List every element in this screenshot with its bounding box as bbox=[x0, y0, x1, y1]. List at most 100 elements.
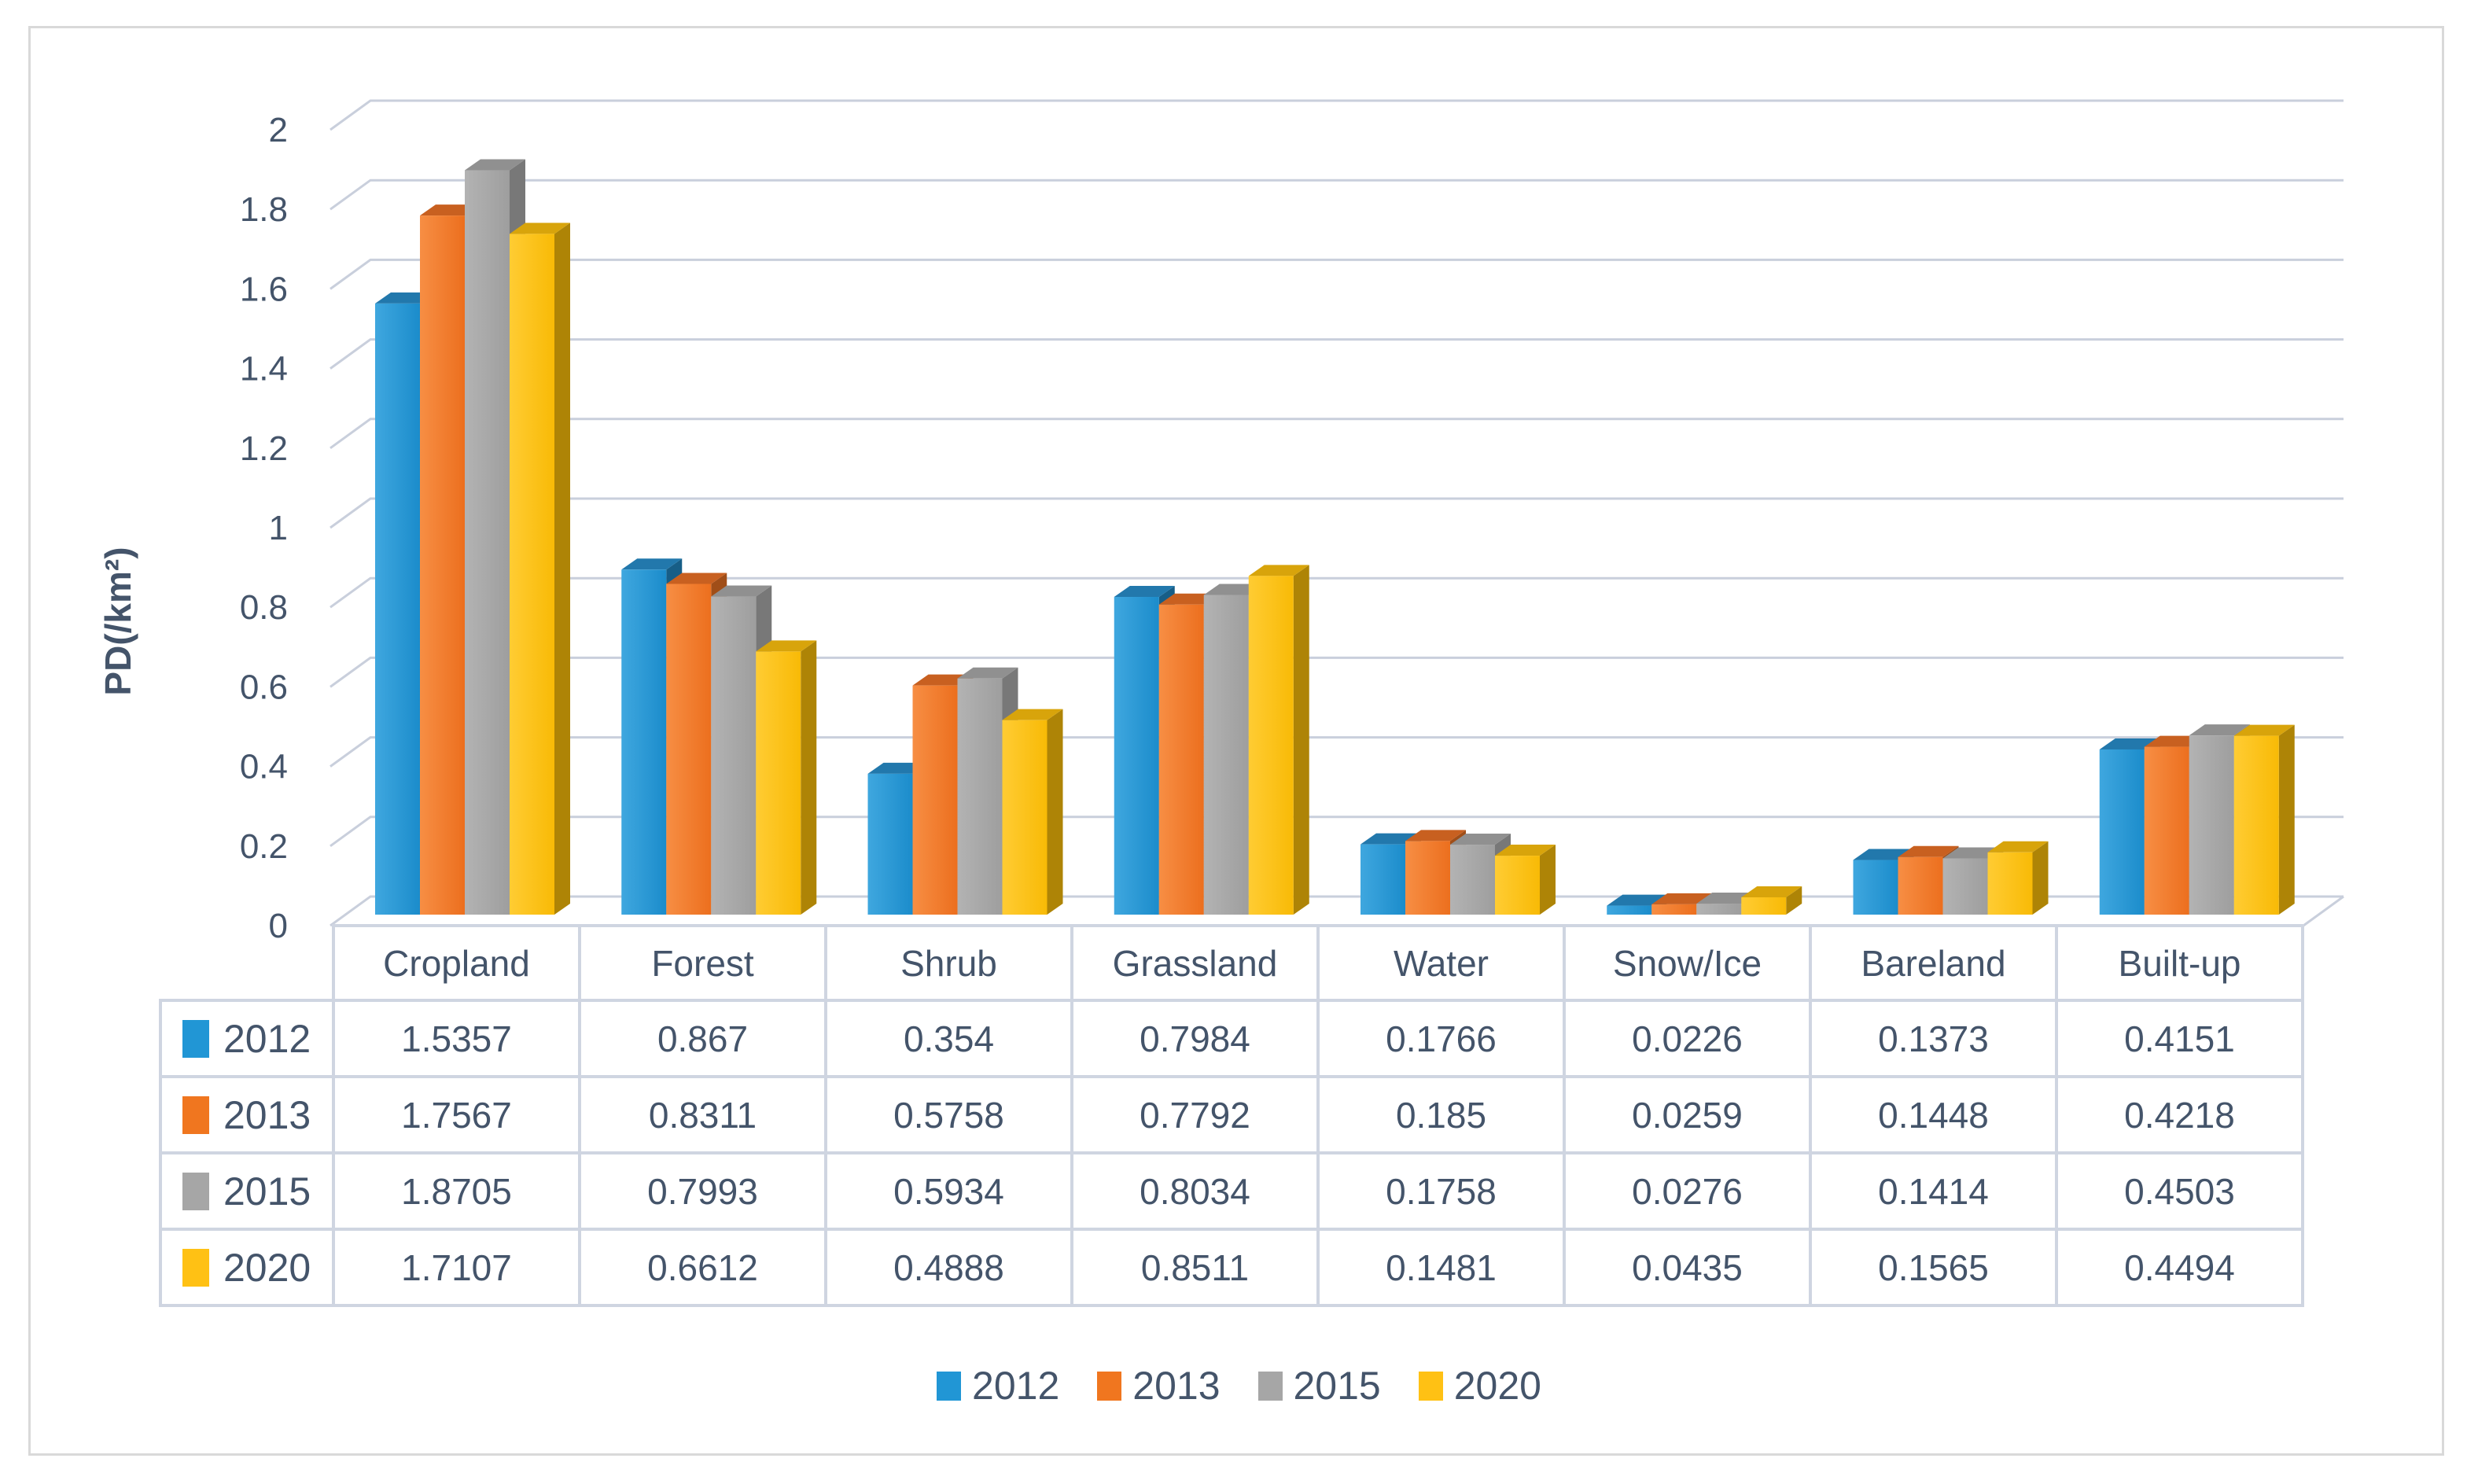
bar-front-face bbox=[621, 569, 667, 915]
bar-top-face bbox=[957, 667, 1018, 679]
bar-front-face bbox=[465, 170, 510, 915]
bar-side-face bbox=[1786, 886, 1802, 915]
bar-front-face bbox=[1450, 845, 1495, 915]
legend-item-2013: 2013 bbox=[1097, 1363, 1221, 1409]
bar-2020-bareland bbox=[1987, 841, 2049, 915]
value-cell: 0.8034 bbox=[1070, 1151, 1320, 1231]
y-tick-label: 1 bbox=[269, 509, 288, 547]
table-row-2020: 2020 1.7107 0.6612 0.4888 0.8511 0.1481 0.0435… bbox=[159, 1228, 2304, 1307]
bar-front-face bbox=[1405, 841, 1450, 915]
legend-item-2012: 2012 bbox=[937, 1363, 1059, 1409]
bar-top-face bbox=[1741, 886, 1802, 897]
bar-2020-forest bbox=[756, 640, 817, 915]
bar-top-face bbox=[1002, 709, 1063, 720]
value-cell: 0.1766 bbox=[1316, 999, 1566, 1078]
series-name: 2020 bbox=[223, 1245, 311, 1290]
table-row-2015: 2015 1.8705 0.7993 0.5934 0.8034 0.1758 0.0276… bbox=[159, 1151, 2304, 1231]
bar-top-face bbox=[1248, 565, 1309, 576]
value-cell: 1.7567 bbox=[332, 1075, 581, 1154]
bar-front-face bbox=[1158, 604, 1204, 915]
bar-side-face bbox=[1540, 845, 1556, 915]
bar-front-face bbox=[1942, 858, 1988, 915]
y-tick-label: 2 bbox=[269, 111, 288, 149]
value-cell: 0.7984 bbox=[1070, 999, 1320, 1078]
floor-right-edge bbox=[2303, 895, 2344, 927]
series-name: 2015 bbox=[223, 1169, 311, 1213]
legend-label: 2013 bbox=[1132, 1364, 1221, 1408]
bar-group-shrub bbox=[867, 667, 1063, 915]
bar-front-face bbox=[1696, 904, 1742, 915]
column-header-cropland: Cropland bbox=[332, 924, 581, 1002]
column-header-snow-ice: Snow/Ice bbox=[1563, 924, 1812, 1002]
legend-key-icon bbox=[937, 1371, 962, 1401]
value-cell: 0.5934 bbox=[824, 1151, 1073, 1231]
bar-front-face bbox=[1361, 844, 1405, 915]
gridline bbox=[330, 656, 2344, 688]
bar-top-face bbox=[1495, 845, 1556, 856]
bar-side-face bbox=[554, 223, 570, 915]
legend: 2012 2013 2015 2020 bbox=[0, 1363, 2478, 1409]
y-tick-label: 1.4 bbox=[240, 350, 288, 388]
value-cell: 0.185 bbox=[1316, 1075, 1566, 1154]
column-header-grassland: Grassland bbox=[1070, 924, 1320, 1002]
table-header-row: Cropland Forest Shrub Grassland Water Snow/Ic… bbox=[160, 924, 2304, 1002]
bar-front-face bbox=[1853, 860, 1898, 915]
column-header-shrub: Shrub bbox=[824, 924, 1073, 1002]
value-cell: 0.1448 bbox=[1809, 1075, 2058, 1154]
bar-group-bareland bbox=[1853, 841, 2049, 915]
gridline bbox=[330, 338, 2344, 370]
bar-front-face bbox=[2233, 735, 2279, 915]
bar-top-face bbox=[666, 573, 727, 584]
value-cell: 1.8705 bbox=[332, 1151, 581, 1231]
bar-front-face bbox=[1741, 897, 1787, 915]
bar-2020-built-up bbox=[2233, 724, 2295, 915]
legend-key-icon bbox=[1418, 1371, 1443, 1401]
gridline bbox=[330, 736, 2344, 768]
gridline bbox=[330, 497, 2344, 529]
bar-top-face bbox=[621, 558, 683, 570]
bar-front-face bbox=[375, 303, 420, 915]
value-cell: 0.0276 bbox=[1563, 1151, 1812, 1231]
column-header-forest: Forest bbox=[578, 924, 827, 1002]
bar-front-face bbox=[1651, 904, 1697, 915]
chart-outer-border bbox=[28, 26, 2444, 1456]
bar-top-face bbox=[2189, 724, 2250, 736]
value-cell: 1.7107 bbox=[332, 1228, 581, 1307]
column-header-water: Water bbox=[1316, 924, 1566, 1002]
gridline bbox=[330, 576, 2344, 609]
value-cell: 0.4888 bbox=[824, 1228, 1073, 1307]
bar-top-face bbox=[1898, 845, 1959, 857]
bar-group-water bbox=[1361, 830, 1556, 915]
value-cell: 0.4218 bbox=[2055, 1075, 2304, 1154]
bar-group-snow-ice bbox=[1607, 886, 1802, 915]
bar-group-built-up bbox=[2099, 724, 2295, 915]
bar-top-face bbox=[2233, 724, 2295, 736]
value-cell: 0.1481 bbox=[1316, 1228, 1566, 1307]
data-table: Cropland Forest Shrub Grassland Water Snow/Ic… bbox=[159, 924, 2304, 1307]
y-tick-label: 0.6 bbox=[240, 668, 288, 706]
y-tick-label: 0.2 bbox=[240, 827, 288, 866]
table-row-2013: 2013 1.7567 0.8311 0.5758 0.7792 0.185 0.0259 0… bbox=[159, 1075, 2304, 1154]
bar-top-face bbox=[756, 640, 817, 652]
bar-front-face bbox=[2189, 735, 2234, 915]
bar-front-face bbox=[1114, 597, 1159, 915]
series-label-cell: 2015 bbox=[159, 1151, 335, 1231]
legend-key-icon bbox=[182, 1096, 209, 1134]
legend-label: 2012 bbox=[972, 1364, 1060, 1408]
bar-2020-snow-ice bbox=[1741, 886, 1802, 915]
value-cell: 0.4494 bbox=[2055, 1228, 2304, 1307]
legend-key-icon bbox=[182, 1172, 209, 1210]
bar-top-face bbox=[1114, 586, 1175, 598]
bar-top-face bbox=[1607, 894, 1668, 906]
bar-top-face bbox=[711, 585, 772, 597]
bar-top-face bbox=[1405, 830, 1466, 841]
bars bbox=[375, 159, 2295, 915]
y-axis-title: PD(/km²) bbox=[98, 547, 138, 696]
bar-top-face bbox=[1651, 893, 1713, 904]
y-tick-label: 1.6 bbox=[240, 270, 288, 308]
legend-item-2020: 2020 bbox=[1418, 1363, 1541, 1409]
bar-side-face bbox=[2032, 841, 2049, 915]
value-cell: 0.8311 bbox=[578, 1075, 827, 1154]
value-cell: 0.1565 bbox=[1809, 1228, 2058, 1307]
